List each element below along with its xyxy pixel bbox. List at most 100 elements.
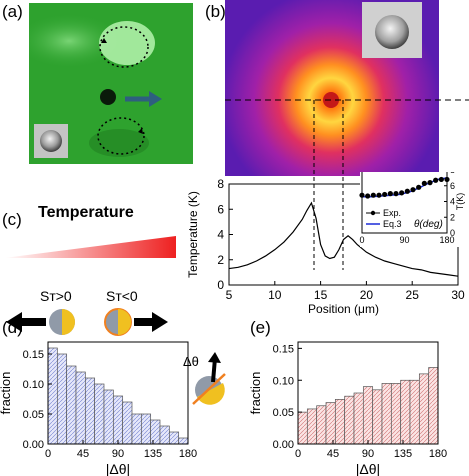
profile-y-axis-label: Temperature (K) [186, 191, 200, 278]
rotation-axis-line [192, 373, 226, 405]
inset-x-tick-label: 90 [399, 235, 409, 245]
histogram-bar [390, 383, 402, 445]
x-tick-label: 5 [226, 288, 233, 302]
x-tick-label: 0 [295, 448, 301, 460]
histogram-bar [372, 389, 383, 445]
inset-x-tick-label: 180 [439, 235, 454, 245]
histogram-bar [56, 353, 68, 445]
y-tick-label: 4 [217, 228, 224, 242]
inset-exp-point [370, 192, 376, 198]
bead-image-b [375, 15, 409, 49]
histogram-bar [400, 379, 411, 445]
y-tick-label: 0.10 [23, 379, 44, 391]
janus-right-cap [118, 309, 131, 335]
right-arrow-icon [152, 312, 168, 332]
x-tick-label: 30 [451, 288, 465, 302]
janus-particle [100, 89, 116, 105]
histogram-bar [418, 373, 430, 445]
y-tick-label: 0.05 [23, 409, 44, 421]
x-tick-label: 135 [394, 448, 412, 460]
x-tick-label: 180 [179, 448, 197, 460]
x-tick-label: 45 [77, 448, 89, 460]
histogram-bar [112, 395, 124, 445]
profile-x-axis-label: Position (μm) [308, 302, 379, 316]
y-tick-label: 0.00 [273, 439, 294, 451]
histogram-bar [334, 399, 346, 445]
x-tick-label: 135 [144, 448, 162, 460]
inset-exp-point [421, 180, 427, 186]
x-tick-label: 90 [362, 448, 374, 460]
histogram-bar [362, 386, 374, 445]
panel-e-label: (e) [250, 318, 271, 337]
motion-arrow-icon [149, 91, 162, 107]
inset-x-tick-label: 0 [359, 235, 364, 245]
x-tick-label: 25 [406, 288, 420, 302]
histogram-bar [409, 379, 420, 445]
inset-exp-point [387, 191, 393, 197]
y-tick-label: 0.15 [23, 349, 44, 361]
inset-exp-point [376, 192, 382, 198]
histogram-bar [131, 413, 142, 445]
histogram-x-axis-label: |Δθ| [106, 461, 130, 476]
left-arrow-icon [6, 312, 22, 332]
histogram-bar [75, 371, 86, 445]
panel-d-label: (d) [2, 318, 23, 337]
bead-image [40, 130, 62, 152]
inset-exp-point [359, 192, 365, 198]
histogram-bar [428, 367, 439, 445]
inset-y-tick-label: 2 [450, 212, 455, 222]
histogram-e-chart: 0 45 90 135 180 0.00 0.05 0.10 0.15 |Δθ| fraction [248, 341, 447, 476]
x-tick-label: 45 [327, 448, 339, 460]
histogram-bar [316, 405, 327, 445]
delta-theta-symbol: Δθ [183, 354, 199, 369]
inset-exp-point [410, 187, 416, 193]
histogram-y-axis-label: fraction [0, 372, 13, 415]
panel-b-label: (b) [205, 2, 226, 21]
panel-a-micrograph [29, 3, 193, 164]
histogram-bar [150, 419, 161, 445]
histogram-bar [381, 383, 392, 445]
y-tick-label: 2 [217, 253, 224, 267]
x-tick-label: 0 [45, 448, 51, 460]
y-tick-label: 0.15 [273, 343, 294, 355]
histogram-bar [325, 402, 336, 445]
panel-c-label: (c) [2, 210, 22, 229]
histogram-bar [178, 437, 189, 445]
histogram-bar [306, 408, 318, 445]
legend-fit-label: Eq.3 [383, 219, 402, 229]
histogram-bar [353, 392, 364, 445]
inset-exp-point [399, 190, 405, 196]
histogram-bar [168, 431, 180, 445]
hot-particle-core [323, 92, 339, 108]
histogram-bar [103, 389, 114, 445]
orientation-arrow-icon [208, 352, 221, 363]
st-positive-label: Sт>0 [40, 288, 72, 304]
panel-a-label: (a) [2, 2, 23, 21]
inset-exp-point [427, 180, 433, 186]
y-tick-label: 8 [217, 177, 224, 191]
inset-exp-point [365, 193, 371, 199]
inset-exp-point [404, 188, 410, 194]
janus-left-cap [62, 309, 75, 335]
temperature-gradient-wedge [4, 236, 176, 258]
fluorescent-cloud [29, 13, 124, 69]
panel-c-schematic [4, 236, 176, 336]
inset-y-tick-label: 0 [450, 228, 455, 238]
inset-fit-line [362, 177, 448, 198]
inset-exp-point [382, 191, 388, 198]
inset-y-tick-label: 8 [450, 172, 455, 175]
inset-exp-point [416, 184, 422, 190]
inset-y-tick-label: 6 [450, 181, 455, 191]
histogram-bar [84, 377, 96, 445]
vortex-lower-arrowhead [138, 128, 143, 134]
histogram-bar [66, 365, 77, 445]
inset-y-axis-label: T(K) [455, 193, 465, 211]
y-tick-label: 0.10 [273, 375, 294, 387]
histogram-bar [122, 401, 133, 445]
inset-exp-point [444, 176, 450, 183]
y-tick-label: 0.05 [273, 407, 294, 419]
legend-exp-marker [370, 210, 376, 216]
inset-exp-point [433, 177, 439, 183]
vortex-upper-circle [99, 26, 149, 68]
